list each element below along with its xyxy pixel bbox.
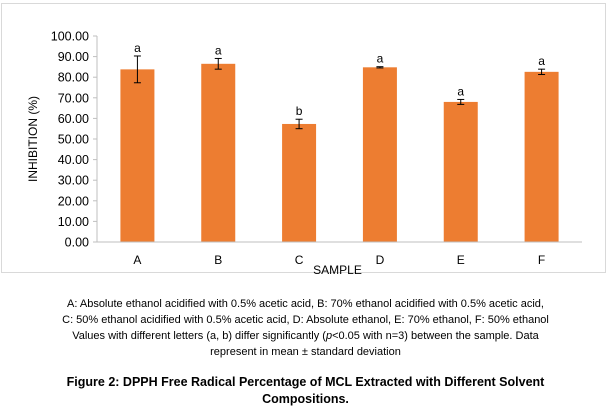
significance-letter-D: a <box>377 52 384 66</box>
figure-caption-line-1: Figure 2: DPPH Free Radical Percentage o… <box>66 375 545 389</box>
y-tick-label: 70.00 <box>58 91 89 105</box>
significance-letter-A: a <box>134 41 141 55</box>
x-tick-label: F <box>538 253 545 267</box>
notes-line-4: represent in mean ± standard deviation <box>210 346 401 358</box>
notes-p-symbol: p <box>325 330 333 342</box>
notes-line-3-part-b: <0.05 with n=3) between the sample. Data <box>332 330 539 342</box>
chart-frame: 0.00 10.00 20.00 30.00 40.00 50.00 60.00 70.00 8… <box>1 3 606 274</box>
y-tick-label: 10.00 <box>58 215 89 229</box>
significance-letter-F: a <box>538 54 545 68</box>
bar-F <box>524 71 559 243</box>
x-tick-label: E <box>457 253 465 267</box>
dpph-bar-chart: 0.00 10.00 20.00 30.00 40.00 50.00 60.00 70.00 8… <box>26 30 582 274</box>
figure-caption: Figure 2: DPPH Free Radical Percentage o… <box>0 374 611 408</box>
y-axis-title: INHIBITION (%) <box>26 96 40 182</box>
y-tick-label: 50.00 <box>58 133 89 147</box>
y-tick-label: 90.00 <box>58 50 89 64</box>
x-axis-title: SAMPLE <box>313 263 362 274</box>
y-tick-label: 60.00 <box>58 112 89 126</box>
y-tick-label: 30.00 <box>58 174 89 188</box>
x-tick-label: C <box>295 253 304 267</box>
notes-line-3: Values with different letters (a, b) dif… <box>0 329 611 343</box>
notes-line-1: A: Absolute ethanol acidified with 0.5% … <box>67 298 544 310</box>
y-tick-label: 100.00 <box>51 30 89 44</box>
bar-A <box>120 69 155 242</box>
x-tick-label: D <box>376 253 385 267</box>
y-tick-label: 0.00 <box>65 236 89 250</box>
significance-letter-B: a <box>215 43 222 57</box>
significance-letter-C: b <box>296 104 303 118</box>
y-tick-label: 80.00 <box>58 71 89 85</box>
significance-letter-E: a <box>457 84 464 98</box>
x-tick-label: A <box>133 253 141 267</box>
bar-B <box>201 63 236 243</box>
figure-caption-line-2: Compositions. <box>262 392 349 406</box>
y-tick-label: 40.00 <box>58 153 89 167</box>
x-tick-label: B <box>214 253 222 267</box>
notes-line-2: C: 50% ethanol acidified with 0.5% aceti… <box>62 314 549 326</box>
bar-D <box>362 67 397 242</box>
bar-C <box>282 123 317 242</box>
bar-E <box>443 101 478 242</box>
notes-line-3-part-a: Values with different letters (a, b) dif… <box>72 330 326 342</box>
y-tick-label: 20.00 <box>58 194 89 208</box>
